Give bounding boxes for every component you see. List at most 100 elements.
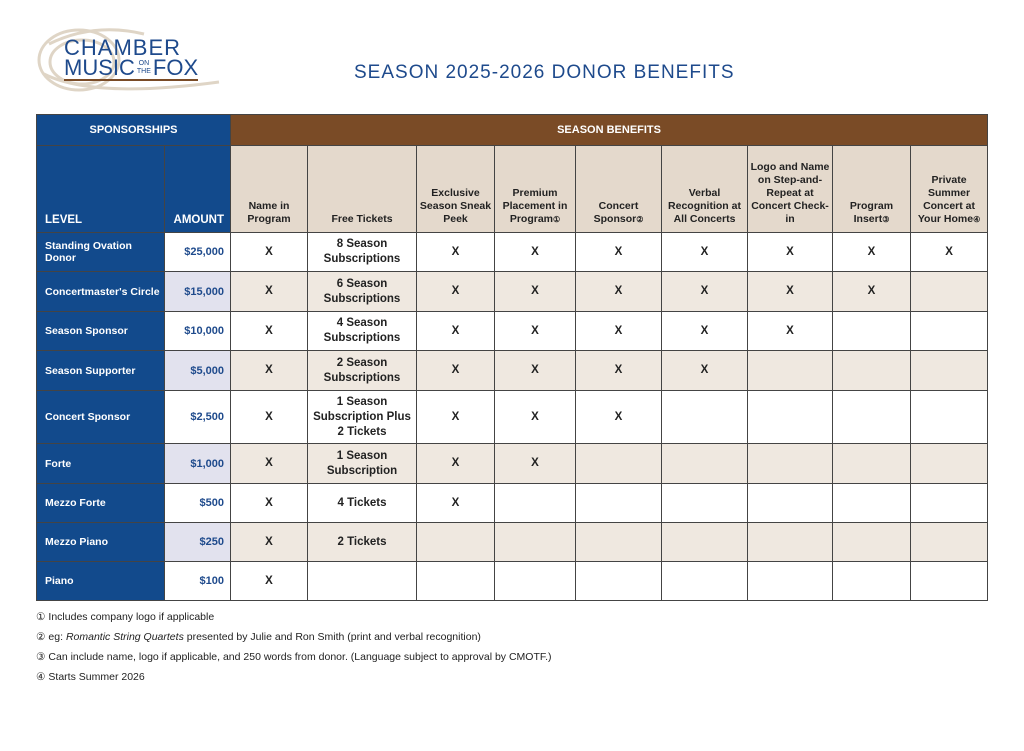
level-cell: Standing Ovation Donor xyxy=(36,232,165,272)
benefit-header-label: Verbal Recognition at All Concerts xyxy=(668,187,741,225)
benefit-cell: X xyxy=(575,232,662,272)
benefit-cell xyxy=(832,311,911,351)
benefit-cell xyxy=(575,483,662,523)
benefit-cell: X xyxy=(575,350,662,391)
benefit-cell: X xyxy=(416,390,495,444)
table-row: Standing Ovation Donor $25,000 X 8 Season S… xyxy=(36,232,989,272)
benefit-cell xyxy=(832,522,911,562)
benefit-header: Private Summer Concert at Your Home④ xyxy=(909,145,989,233)
benefit-cell xyxy=(747,522,833,562)
footnote: ② eg: Romantic String Quartets presented … xyxy=(36,630,552,650)
benefit-header: Free Tickets xyxy=(307,145,417,233)
benefit-header: Program Insert③ xyxy=(832,145,911,233)
benefit-header-label: Free Tickets xyxy=(331,213,393,225)
benefit-header: Premium Placement in Program① xyxy=(494,145,576,233)
benefit-cell: 1 Season Subscription xyxy=(307,443,417,484)
benefit-cell: X xyxy=(230,390,308,444)
benefit-cell: X xyxy=(661,350,748,391)
benefit-cell: X xyxy=(661,232,748,272)
level-cell: Piano xyxy=(36,561,165,601)
benefit-cell: X xyxy=(230,561,308,601)
donor-benefits-table: SPONSORSHIPS SEASON BENEFITS LEVEL AMOUN… xyxy=(36,114,989,601)
benefit-cell: X xyxy=(230,232,308,272)
amount-cell: $100 xyxy=(164,561,231,601)
footnote-text: Can include name, logo if applicable, an… xyxy=(48,651,552,663)
logo-fox: FOX xyxy=(152,55,199,80)
benefit-cell xyxy=(661,443,748,484)
footnote: ③ Can include name, logo if applicable, a… xyxy=(36,650,552,670)
swirl-logo-icon xyxy=(37,28,220,92)
benefit-cell: X xyxy=(575,311,662,351)
benefit-cell xyxy=(832,350,911,391)
footnote: ④ Starts Summer 2026 xyxy=(36,670,552,690)
benefit-cell: 2 Season Subscriptions xyxy=(307,350,417,391)
level-cell: Mezzo Forte xyxy=(36,483,165,523)
benefit-cell xyxy=(661,522,748,562)
benefit-cell: X xyxy=(747,271,833,312)
benefit-cell xyxy=(747,483,833,523)
footnote-prefix: eg: xyxy=(48,631,66,643)
benefit-cell xyxy=(747,390,833,444)
benefit-header-label: Name in Program xyxy=(247,200,291,225)
sponsorships-header: SPONSORSHIPS xyxy=(36,114,231,146)
benefit-cell xyxy=(832,390,911,444)
table-row: Mezzo Forte $500 X 4 Tickets X xyxy=(36,483,989,523)
benefit-header: Verbal Recognition at All Concerts xyxy=(661,145,748,233)
chamber-music-on-the-fox-logo: CHAMBER MUSIC ON THE FOX xyxy=(34,24,224,96)
benefit-cell xyxy=(494,561,576,601)
benefit-cell xyxy=(661,561,748,601)
amount-cell: $1,000 xyxy=(164,443,231,484)
footnote-text: Includes company logo if applicable xyxy=(48,611,215,623)
benefit-cell xyxy=(661,483,748,523)
amount-cell: $5,000 xyxy=(164,350,231,391)
benefit-cell xyxy=(747,561,833,601)
amount-header: AMOUNT xyxy=(164,145,231,233)
benefit-cell: X xyxy=(416,443,495,484)
benefit-header-label: Logo and Name on Step-and-Repeat at Conc… xyxy=(750,161,830,225)
benefit-cell: X xyxy=(494,443,576,484)
benefit-cell xyxy=(832,561,911,601)
benefit-cell: X xyxy=(416,232,495,272)
benefit-cell: X xyxy=(416,350,495,391)
benefit-cell: X xyxy=(832,232,911,272)
benefit-cell: 8 Season Subscriptions xyxy=(307,232,417,272)
benefit-header-label: Concert Sponsor xyxy=(593,200,639,225)
benefit-cell xyxy=(575,561,662,601)
amount-cell: $250 xyxy=(164,522,231,562)
table-row: Forte $1,000 X 1 Season Subscription X X xyxy=(36,443,989,484)
benefit-cell xyxy=(909,443,989,484)
benefit-cell xyxy=(416,561,495,601)
benefit-header-label: Private Summer Concert at Your Home xyxy=(917,174,975,225)
footnote-marker: ④ xyxy=(36,671,46,683)
footnote-text: Starts Summer 2026 xyxy=(48,671,145,683)
level-cell: Concert Sponsor xyxy=(36,390,165,444)
benefit-cell: X xyxy=(909,232,989,272)
benefit-cell xyxy=(909,390,989,444)
footnote-text: presented by Julie and Ron Smith (print … xyxy=(183,631,481,643)
benefit-cell: X xyxy=(416,271,495,312)
level-cell: Season Sponsor xyxy=(36,311,165,351)
footnote: ① Includes company logo if applicable xyxy=(36,610,552,630)
level-cell: Concertmaster's Circle xyxy=(36,271,165,312)
logo-the: THE xyxy=(136,68,151,75)
benefit-cell: X xyxy=(575,271,662,312)
benefit-cell: X xyxy=(416,483,495,523)
benefit-cell xyxy=(494,522,576,562)
table-row: Mezzo Piano $250 X 2 Tickets xyxy=(36,522,989,562)
benefit-header-label: Program Insert xyxy=(849,200,894,225)
footnote-marker: ② xyxy=(636,215,644,224)
benefit-cell: X xyxy=(747,311,833,351)
benefit-header-label: Exclusive Season Sneak Peek xyxy=(419,187,492,225)
table-row: Season Sponsor $10,000 X 4 Season Subscript… xyxy=(36,311,989,351)
benefit-cell: X xyxy=(494,271,576,312)
benefit-cell: X xyxy=(230,311,308,351)
footnote-marker: ④ xyxy=(973,215,981,224)
amount-cell: $500 xyxy=(164,483,231,523)
page-title: SEASON 2025-2026 DONOR BENEFITS xyxy=(354,62,735,83)
footnote-marker: ① xyxy=(36,611,46,623)
benefit-header: Name in Program xyxy=(230,145,308,233)
benefit-cell: X xyxy=(230,483,308,523)
benefit-cell xyxy=(909,311,989,351)
footnotes: ① Includes company logo if applicable ② eg:… xyxy=(36,610,552,690)
benefit-cell xyxy=(307,561,417,601)
